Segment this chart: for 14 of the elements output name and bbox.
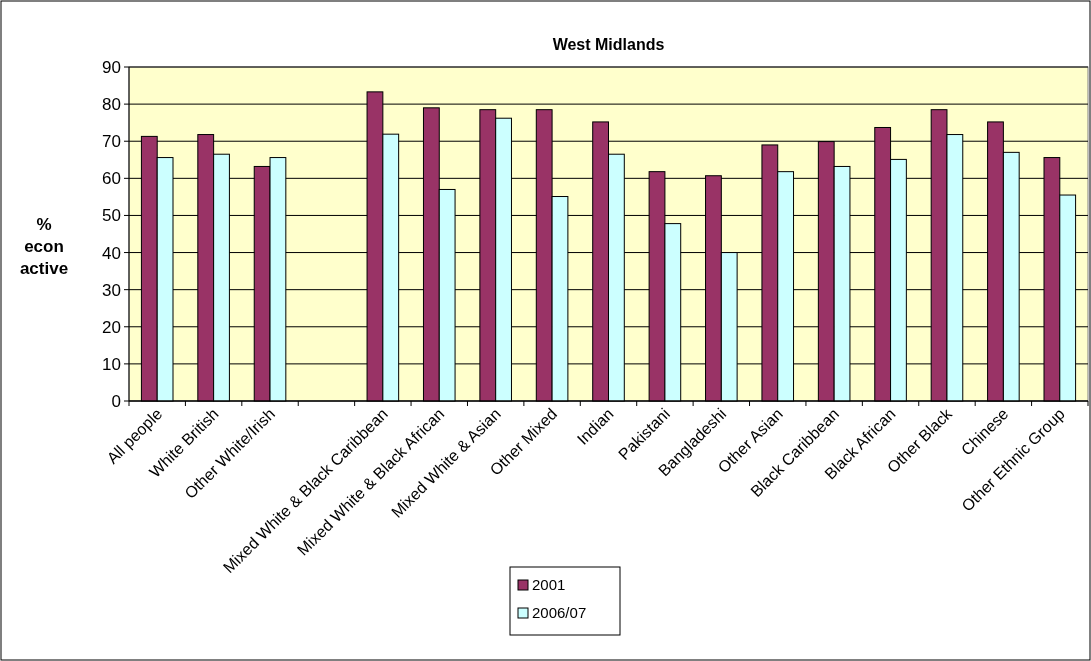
y-tick-label: 30	[102, 280, 121, 300]
y-tick-label: 0	[111, 391, 121, 411]
y-tick-label: 60	[102, 169, 121, 189]
y-tick-label: 80	[102, 95, 121, 115]
y-tick-label: 40	[102, 243, 121, 263]
y-tick-label: 10	[102, 354, 121, 374]
y-tick-label: 20	[102, 317, 121, 337]
chart-title: West Midlands	[552, 36, 665, 53]
legend-label: 2001	[532, 576, 566, 594]
y-axis-title: % econ active	[19, 215, 69, 278]
y-tick-label: 70	[102, 132, 121, 152]
y-tick-label: 90	[102, 57, 121, 77]
legend-label: 2006/07	[532, 604, 587, 622]
y-tick-label: 50	[102, 206, 121, 226]
